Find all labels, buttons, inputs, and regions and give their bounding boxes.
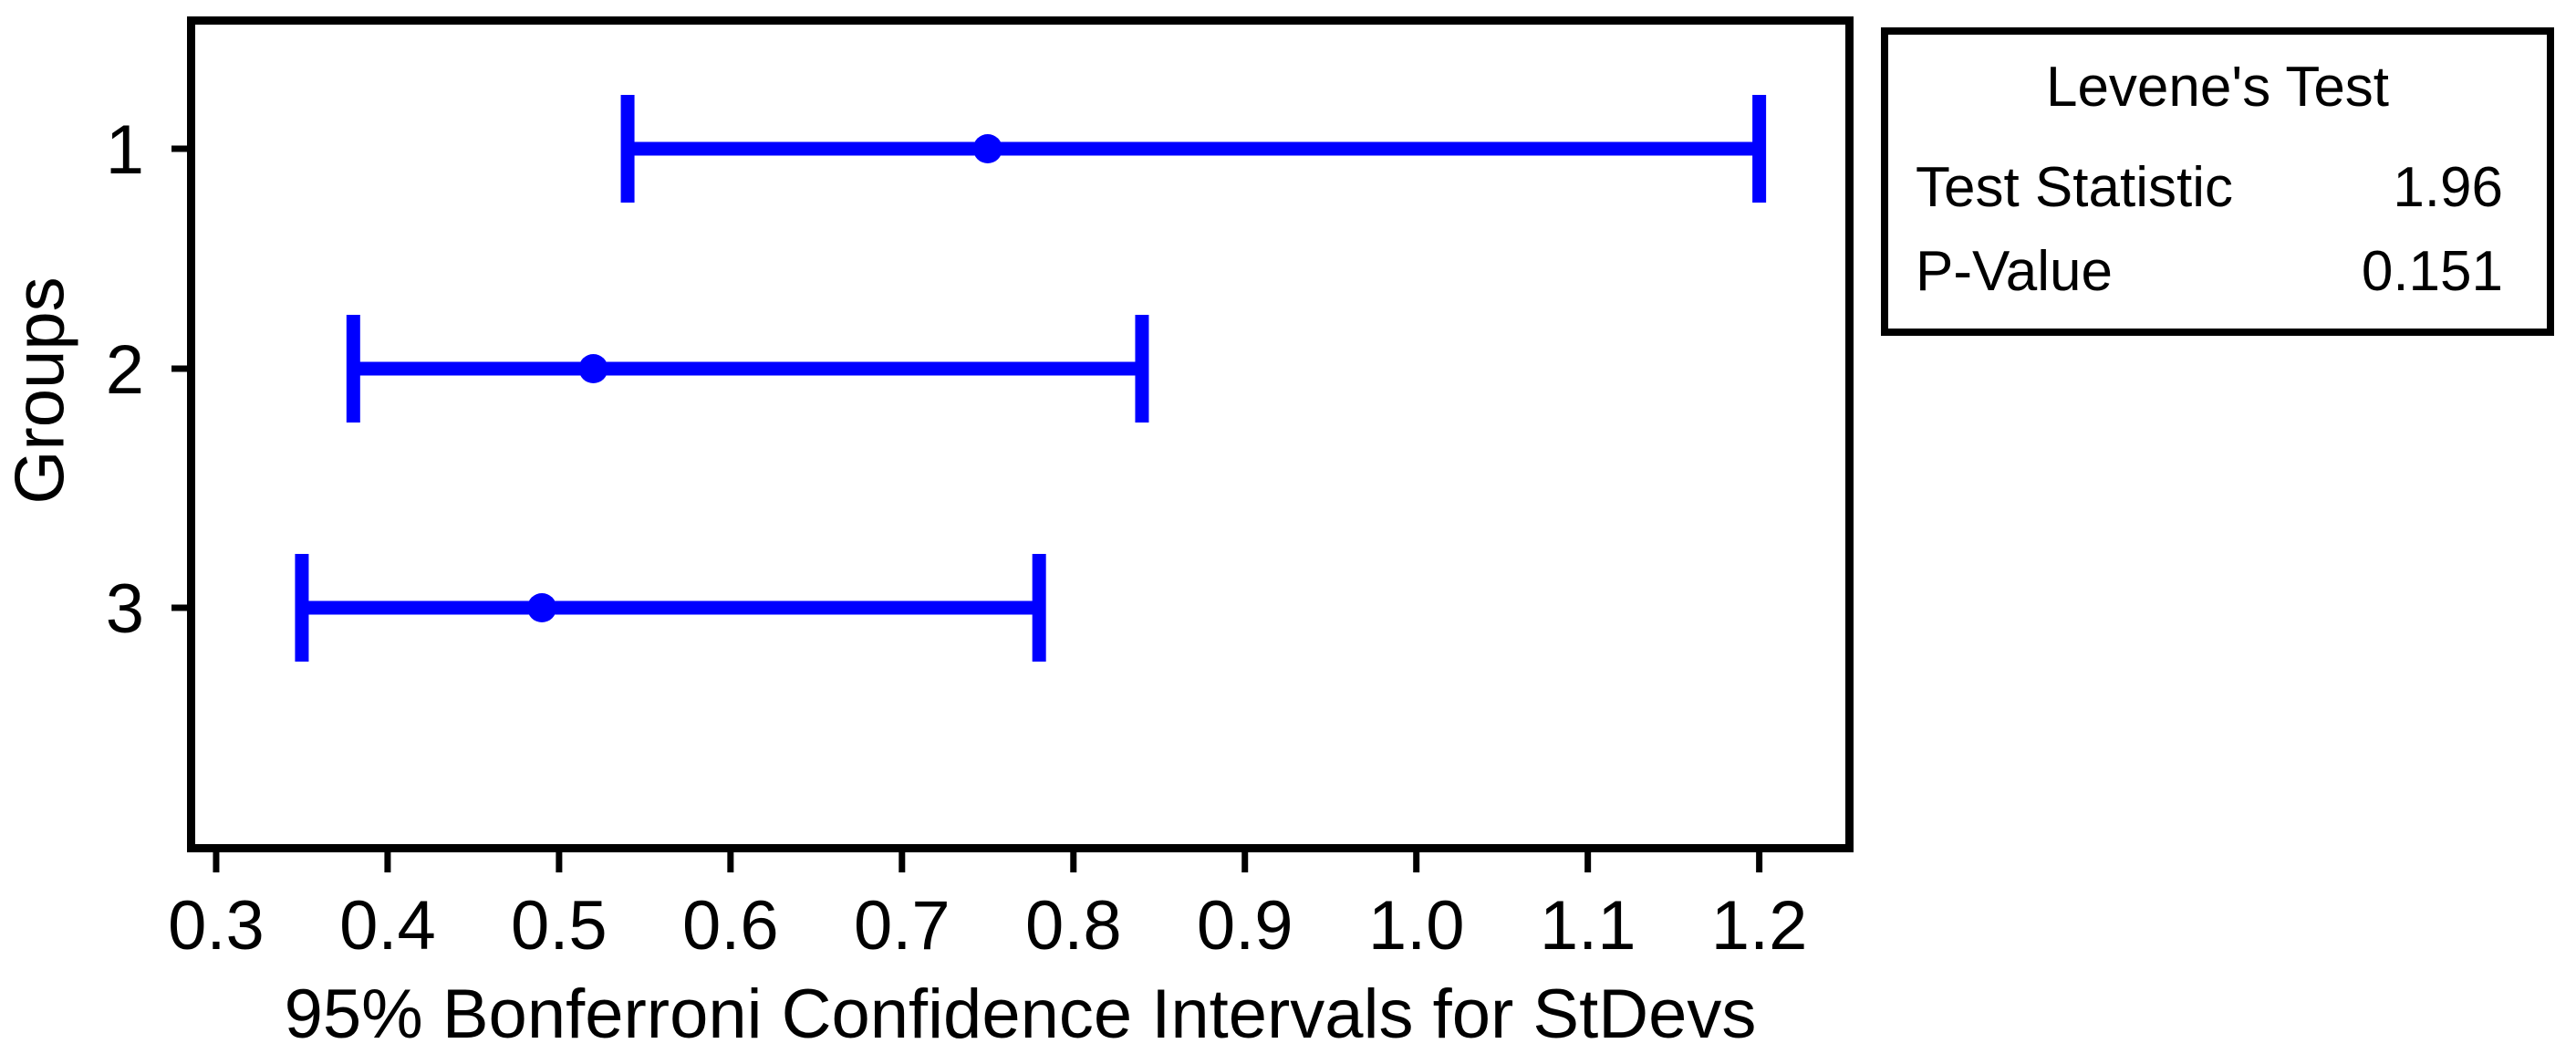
p-value-value: 0.151 (2361, 240, 2503, 303)
p-value-label: P-Value (1916, 240, 2113, 303)
x-tick-label: 1.2 (1711, 887, 1808, 965)
test-statistic-label: Test Statistic (1916, 156, 2233, 219)
plot-border (187, 16, 1854, 852)
test-statistic-value: 1.96 (2393, 156, 2503, 219)
x-tick-label: 1.1 (1540, 887, 1636, 965)
group-label: 2 (106, 331, 144, 409)
x-tick-label: 0.8 (1025, 887, 1122, 965)
ci-point-marker (527, 593, 557, 622)
y-axis-title: Groups (1, 277, 79, 505)
x-tick-label: 0.4 (339, 887, 436, 965)
levene-test-title: Levene's Test (2045, 56, 2390, 119)
levene-test-box: Levene's Test Test Statistic 1.96 P-Valu… (1881, 27, 2554, 336)
x-tick-label: 0.6 (682, 887, 779, 965)
x-tick-label: 0.3 (168, 887, 265, 965)
x-tick-label: 0.7 (854, 887, 950, 965)
x-axis-title: 95% Bonferroni Confidence Intervals for … (284, 976, 1757, 1053)
levene-test-rows: Test Statistic 1.96 P-Value 0.151 (1888, 159, 2547, 301)
levene-row-test-statistic: Test Statistic 1.96 (1916, 159, 2503, 217)
group-label: 3 (106, 570, 144, 648)
x-tick-label: 1.0 (1368, 887, 1465, 965)
levene-row-p-value: P-Value 0.151 (1916, 243, 2503, 301)
x-tick-label: 0.5 (511, 887, 608, 965)
ci-point-marker (578, 354, 608, 383)
x-tick-label: 0.9 (1197, 887, 1293, 965)
group-label: 1 (106, 111, 144, 189)
ci-point-marker (972, 134, 1002, 163)
